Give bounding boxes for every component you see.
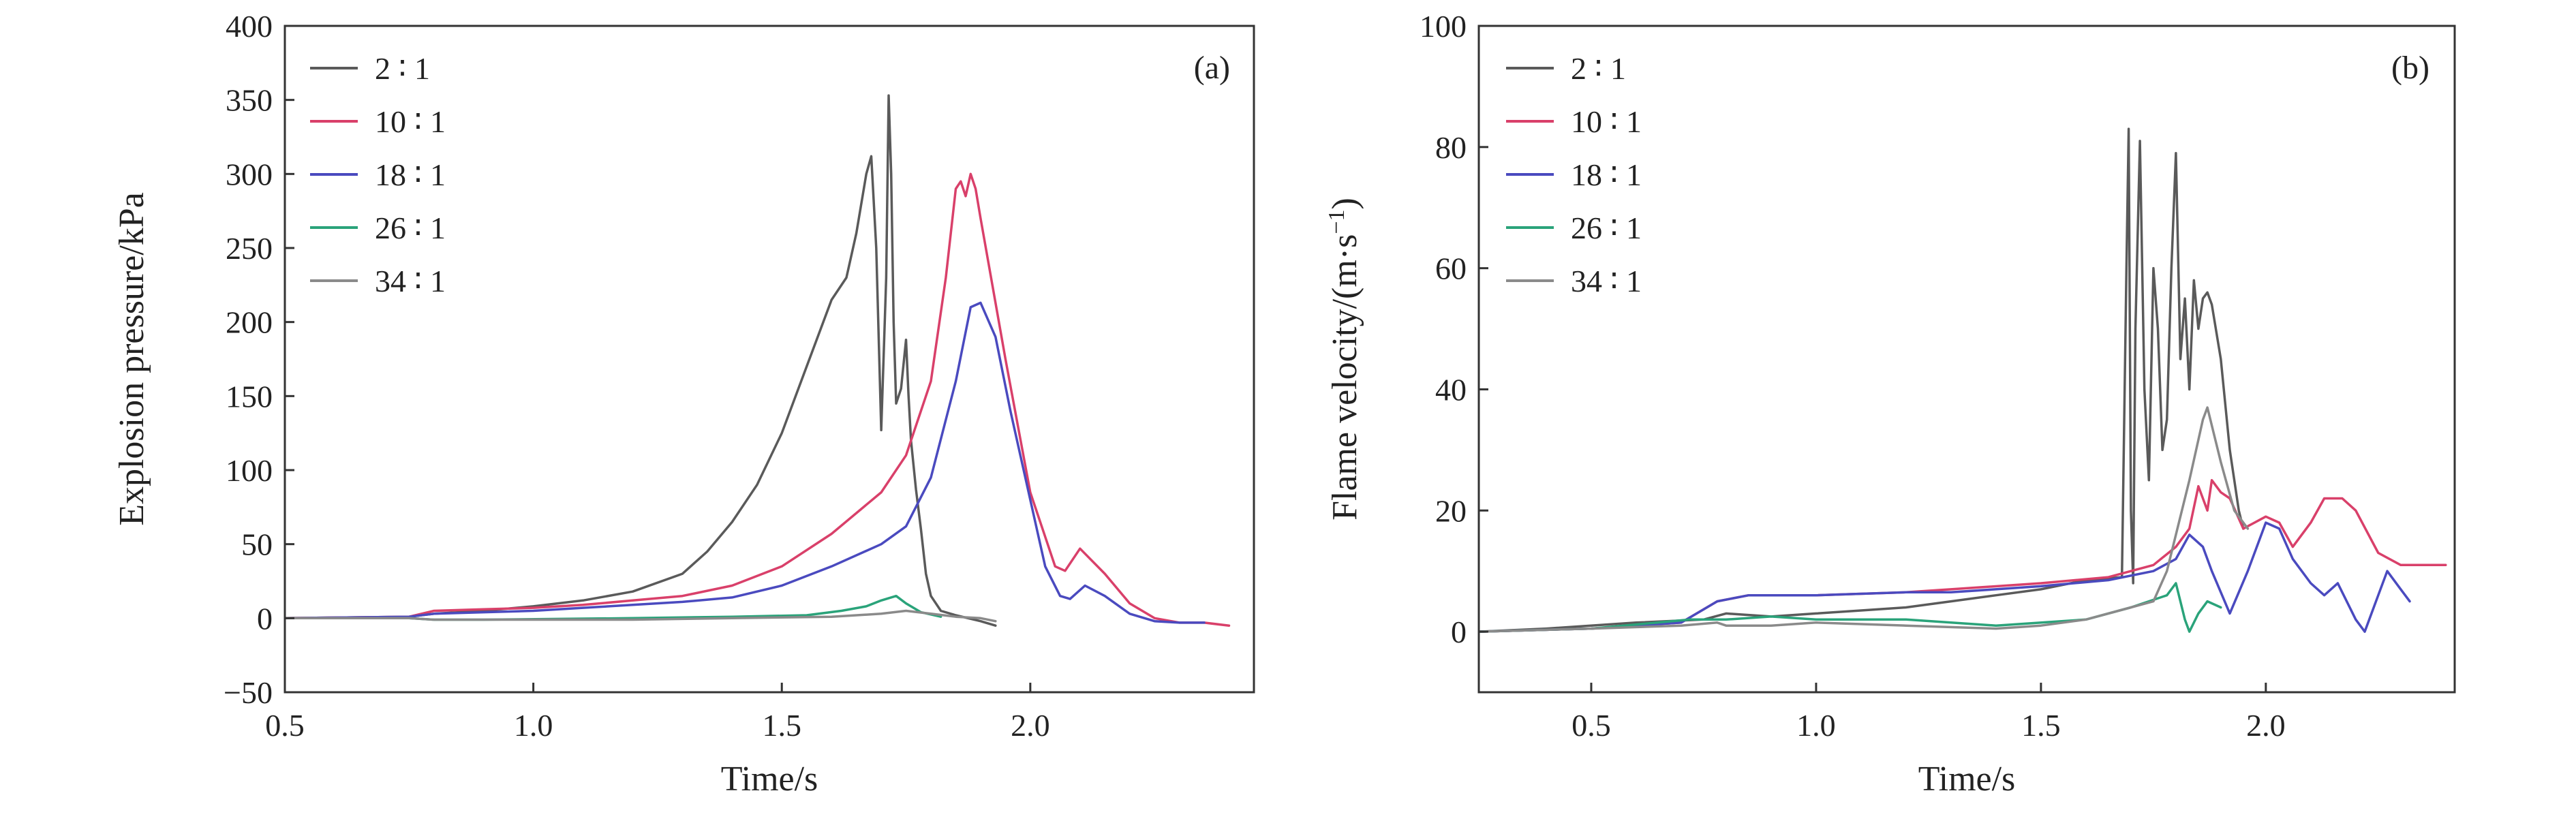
y-tick-label: 150	[226, 379, 273, 414]
x-tick-label: 2.0	[2246, 708, 2286, 743]
legend-label-4: 34 ∶ 1	[1571, 264, 1642, 298]
panel-label: (b)	[2391, 50, 2429, 86]
chart-panel-a: 0.5 1.0 1.5 2.0 −50 0 50 100 150 200 250 300 350 400 T…	[112, 9, 1255, 799]
y-axis-title: Flame velocity/(m·s−1)	[1324, 198, 1364, 521]
series-line-4	[1479, 406, 2250, 633]
x-tick-label: 0.5	[1571, 708, 1611, 743]
plot-frame	[1477, 25, 2456, 694]
y-tick-label: 40	[1435, 372, 1467, 407]
x-axis-title: Time/s	[721, 760, 818, 799]
y-tick-label: 250	[226, 231, 273, 266]
series-line-2	[1479, 521, 2411, 633]
chart-panel-b: 0.5 1.0 1.5 2.0 0 20 40 60 80 100 Time/s Flame velo…	[1324, 9, 2456, 799]
legend-label-2: 18 ∶ 1	[1571, 157, 1642, 192]
legend: 2 ∶ 1 10 ∶ 1 18 ∶ 1 26 ∶ 1 34 ∶ 1	[1506, 51, 1642, 298]
y-tick-label: −50	[224, 675, 273, 710]
x-axis-title: Time/s	[1918, 760, 2016, 799]
x-tick-label: 0.5	[265, 708, 305, 743]
x-tick-label: 1.0	[1796, 708, 1836, 743]
y-tick-label: 60	[1435, 251, 1467, 286]
y-tick-label: 400	[226, 9, 273, 44]
legend-label-2: 18 ∶ 1	[375, 157, 446, 192]
legend-label-1: 10 ∶ 1	[1571, 104, 1642, 139]
series-line-2	[285, 301, 1206, 624]
y-tick-label: 0	[1451, 615, 1467, 649]
plot-frame	[283, 25, 1255, 694]
y-tick-label: 0	[257, 601, 273, 636]
series-line-0	[285, 94, 997, 627]
legend: 2 ∶ 1 10 ∶ 1 18 ∶ 1 26 ∶ 1 34 ∶ 1	[310, 51, 446, 298]
y-tick-label: 100	[1420, 9, 1467, 44]
y-tick-label: 200	[226, 305, 273, 340]
y-tick-label: 100	[226, 453, 273, 488]
series-line-1	[1479, 479, 2447, 633]
legend-label-0: 2 ∶ 1	[1571, 51, 1626, 86]
x-tick-label: 1.0	[514, 708, 553, 743]
x-tick-label: 1.5	[762, 708, 801, 743]
x-tick-label: 1.5	[2021, 708, 2061, 743]
series-group	[285, 94, 1231, 627]
y-tick-label: 80	[1435, 130, 1467, 165]
y-tick-label: 300	[226, 157, 273, 191]
legend-label-4: 34 ∶ 1	[375, 264, 446, 298]
series-line-0	[1479, 127, 2245, 633]
panel-label: (a)	[1194, 50, 1230, 86]
series-line-4	[285, 609, 997, 623]
series-line-1	[285, 172, 1231, 627]
legend-label-0: 2 ∶ 1	[375, 51, 430, 86]
legend-label-1: 10 ∶ 1	[375, 104, 446, 139]
y-tick-label: 350	[226, 83, 273, 118]
y-tick-label: 20	[1435, 493, 1467, 528]
legend-label-3: 26 ∶ 1	[375, 211, 446, 245]
legend-label-3: 26 ∶ 1	[1571, 211, 1642, 245]
y-tick-label: 50	[241, 527, 273, 562]
x-tick-label: 2.0	[1011, 708, 1050, 743]
y-axis-title: Explosion pressure/kPa	[112, 192, 151, 526]
series-group	[1479, 127, 2447, 633]
